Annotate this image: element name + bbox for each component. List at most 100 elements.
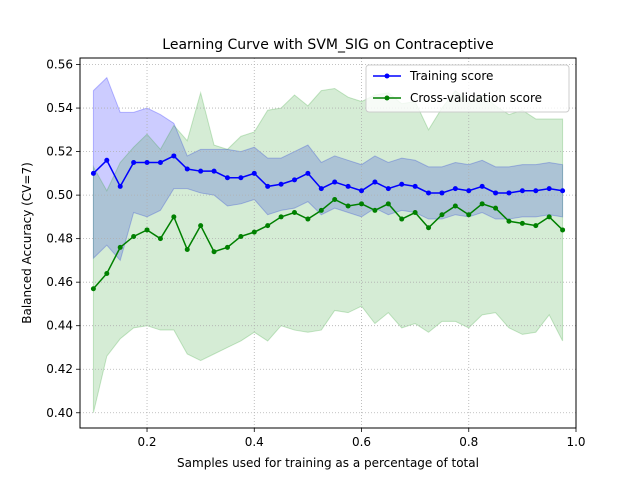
y-tick-label: 0.40	[46, 406, 73, 420]
series-1-point	[90, 286, 96, 292]
series-1-point	[251, 229, 257, 235]
chart-title: Learning Curve with SVM_SIG on Contracep…	[162, 37, 493, 53]
series-0-point	[291, 177, 297, 183]
legend-box	[365, 64, 570, 113]
series-1-point	[305, 216, 311, 222]
series-0-point	[385, 186, 391, 192]
series-0-point	[533, 188, 539, 194]
band-series-1	[92, 87, 564, 413]
x-tick-label: 1.0	[566, 435, 585, 449]
y-tick-label: 0.54	[46, 101, 73, 115]
series-0-point	[184, 166, 190, 172]
series-1-point	[157, 236, 163, 242]
series-0-point	[251, 170, 257, 176]
legend-label-0: Training score	[409, 69, 493, 83]
series-1-point	[452, 203, 458, 209]
series-0-point	[144, 159, 150, 165]
series-0-point	[479, 183, 485, 189]
series-0-point	[452, 186, 458, 192]
confidence-bands	[92, 76, 564, 413]
series-1-point	[493, 205, 499, 211]
series-1-point	[171, 214, 177, 220]
series-1-point	[359, 201, 365, 207]
series-1-point	[546, 214, 552, 220]
series-1-point	[372, 207, 378, 213]
series-1-point	[238, 233, 244, 239]
legend-label-1: Cross-validation score	[410, 91, 542, 105]
series-0-point	[238, 175, 244, 181]
series-1-point	[519, 220, 525, 226]
series-1-point	[265, 223, 271, 229]
series-1-point	[318, 207, 324, 213]
series-0-point	[506, 190, 512, 196]
series-0-point	[90, 170, 96, 176]
series-1-point	[131, 233, 137, 239]
series-1-point	[466, 212, 472, 218]
series-0-point	[211, 168, 217, 174]
series-0-point	[439, 190, 445, 196]
series-1-point	[385, 201, 391, 207]
series-0-point	[493, 190, 499, 196]
y-tick-label: 0.44	[46, 319, 73, 333]
series-0-point	[345, 183, 351, 189]
series-1-point	[479, 201, 485, 207]
series-0-point	[265, 183, 271, 189]
series-0-point	[305, 170, 311, 176]
legend: Training score Cross-validation score	[365, 64, 570, 113]
y-axis-ticks: 0.40 0.42 0.44 0.46 0.48 0.50 0.52 0.54 0.56	[46, 58, 80, 420]
series-0-point	[372, 179, 378, 185]
series-1-point	[345, 203, 351, 209]
series-1-point	[533, 223, 539, 229]
series-1-point	[412, 210, 418, 216]
x-axis-label: Samples used for training as a percentag…	[177, 456, 479, 470]
series-1-point	[291, 210, 297, 216]
series-1-point	[224, 244, 230, 250]
series-1-point	[104, 270, 110, 276]
series-0-point	[171, 153, 177, 159]
y-axis-label: Balanced Accuracy (CV=7)	[20, 162, 34, 324]
series-1-point	[144, 227, 150, 233]
series-0-point	[412, 183, 418, 189]
series-0-point	[519, 188, 525, 194]
legend-marker-0	[384, 73, 390, 79]
x-axis-ticks: 0.2 0.4 0.6 0.8 1.0	[137, 428, 586, 449]
series-0-point	[278, 181, 284, 187]
y-tick-label: 0.50	[46, 188, 73, 202]
series-1-point	[211, 249, 217, 255]
x-tick-label: 0.6	[352, 435, 371, 449]
series-1-point	[184, 247, 190, 253]
series-1-point	[332, 196, 338, 202]
band-series-0	[92, 76, 564, 262]
x-tick-label: 0.2	[137, 435, 156, 449]
plot-frame	[79, 57, 577, 429]
y-tick-label: 0.56	[46, 58, 73, 72]
series-0-point	[466, 188, 472, 194]
series-0-point	[426, 190, 432, 196]
series-lines	[90, 153, 566, 292]
series-0-point	[318, 186, 324, 192]
x-tick-label: 0.8	[459, 435, 478, 449]
series-1-point	[506, 218, 512, 224]
series-0-point	[198, 168, 204, 174]
series-0-point	[104, 157, 110, 163]
x-tick-label: 0.4	[245, 435, 264, 449]
y-tick-label: 0.48	[46, 232, 73, 246]
series-1-point	[399, 216, 405, 222]
series-0-point	[560, 188, 566, 194]
series-1-point	[439, 212, 445, 218]
series-0-point	[131, 159, 137, 165]
y-tick-label: 0.42	[46, 362, 73, 376]
series-0-point	[157, 159, 163, 165]
legend-marker-1	[384, 95, 390, 101]
series-1-point	[117, 244, 123, 250]
series-0-point	[546, 186, 552, 192]
y-tick-label: 0.46	[46, 275, 73, 289]
series-0-point	[117, 183, 123, 189]
series-1-point	[278, 214, 284, 220]
series-0-point	[359, 188, 365, 194]
series-1-point	[560, 227, 566, 233]
series-0-point	[332, 179, 338, 185]
y-tick-label: 0.52	[46, 145, 73, 159]
series-1-point	[198, 223, 204, 229]
